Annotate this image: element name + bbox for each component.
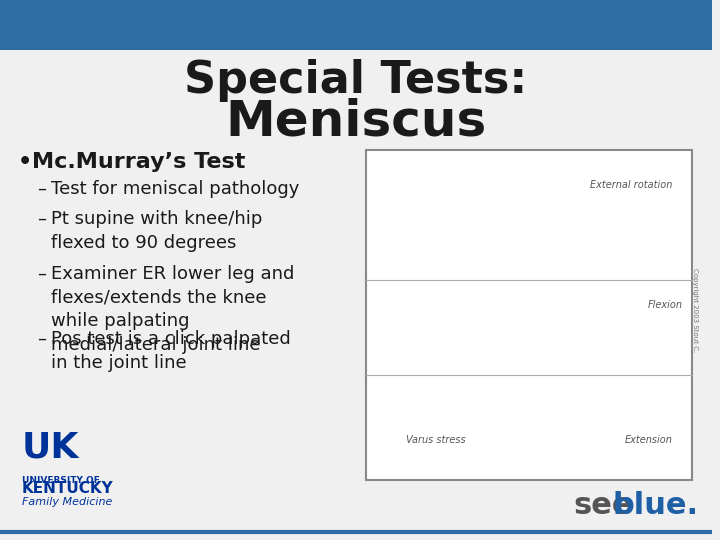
FancyBboxPatch shape	[366, 150, 693, 480]
Text: Examiner ER lower leg and
flexes/extends the knee
while palpating
medial/lateral: Examiner ER lower leg and flexes/extends…	[51, 265, 294, 354]
Text: Mc.Murray’s Test: Mc.Murray’s Test	[32, 152, 245, 172]
Text: Meniscus: Meniscus	[225, 98, 487, 146]
Text: Family Medicine: Family Medicine	[22, 497, 112, 507]
Text: UNIVERSITY OF: UNIVERSITY OF	[22, 476, 99, 485]
Text: UK: UK	[22, 431, 79, 465]
Text: Test for meniscal pathology: Test for meniscal pathology	[51, 180, 300, 198]
Text: see: see	[574, 491, 633, 520]
FancyBboxPatch shape	[0, 0, 712, 50]
Text: Pt supine with knee/hip
flexed to 90 degrees: Pt supine with knee/hip flexed to 90 deg…	[51, 210, 263, 252]
Text: Varus stress: Varus stress	[405, 435, 465, 445]
Text: Flexion: Flexion	[647, 300, 683, 310]
Text: blue.: blue.	[612, 491, 698, 520]
Text: Special Tests:: Special Tests:	[184, 58, 528, 102]
Text: Pos test is a click palpated
in the joint line: Pos test is a click palpated in the join…	[51, 330, 291, 372]
Text: External rotation: External rotation	[590, 180, 672, 190]
Text: –: –	[37, 330, 47, 348]
Text: –: –	[37, 180, 47, 198]
Text: •: •	[18, 152, 32, 172]
Text: Extension: Extension	[625, 435, 672, 445]
Text: Copyright 2003 Stout C.: Copyright 2003 Stout C.	[693, 268, 698, 352]
Text: –: –	[37, 210, 47, 228]
Text: –: –	[37, 265, 47, 283]
Text: KENTUCKY: KENTUCKY	[22, 481, 114, 496]
